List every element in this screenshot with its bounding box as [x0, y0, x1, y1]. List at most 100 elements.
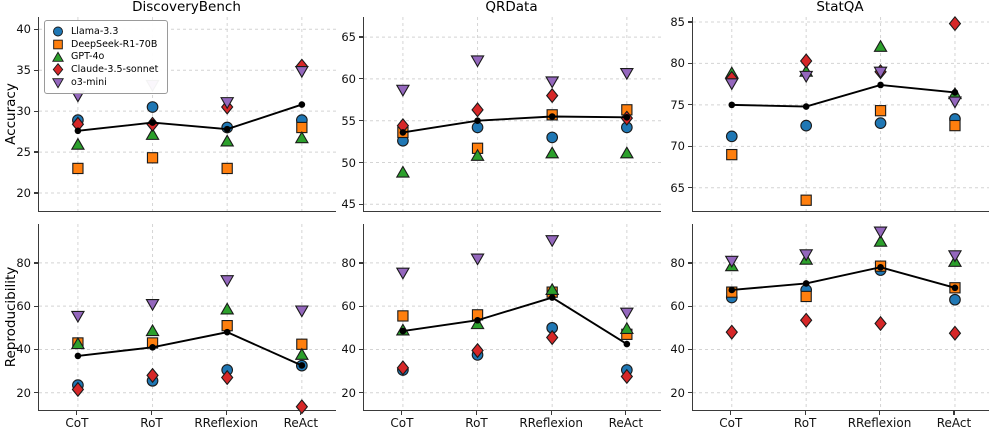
series-deepseek-r1-70b	[397, 104, 633, 154]
y-tick-label: 60	[341, 71, 356, 86]
y-tick-mark	[688, 305, 692, 307]
y-tick-label: 20	[341, 385, 356, 400]
x-tick-label: ReAct	[283, 416, 319, 430]
series-llama-3-3	[72, 359, 308, 391]
legend-label: DeepSeek-R1-70B	[71, 38, 158, 50]
y-tick-label: 55	[341, 113, 356, 128]
x-tick-mark	[76, 411, 78, 415]
y-tick-label: 40	[16, 342, 31, 357]
y-tick-mark	[34, 305, 38, 307]
series-llama-3-3	[397, 121, 633, 147]
series-gpt-4o	[70, 127, 309, 150]
y-tick-mark	[359, 36, 363, 38]
y-tick-mark	[34, 151, 38, 153]
series-o3-mini	[724, 226, 963, 268]
legend-item-deepseek-r1-70b: DeepSeek-R1-70B	[51, 38, 158, 51]
y-tick-label: 80	[670, 255, 685, 270]
gridlines	[693, 17, 989, 211]
y-tick-label: 80	[341, 255, 356, 270]
x-tick-mark	[804, 411, 806, 415]
y-tick-label: 85	[670, 14, 685, 29]
y-tick-label: 20	[670, 385, 685, 400]
y-tick-mark	[34, 69, 38, 71]
legend-label: GPT-4o	[71, 51, 105, 63]
series-deepseek-r1-70b	[726, 105, 961, 206]
plot-title: DiscoveryBench	[132, 0, 241, 15]
y-tick-mark	[688, 104, 692, 106]
mean-line	[399, 113, 631, 136]
series-claude-3-5-sonnet	[725, 312, 962, 341]
x-tick-mark	[225, 411, 227, 415]
series-llama-3-3	[725, 113, 961, 143]
plot-title: QRData	[485, 0, 538, 15]
series-claude-3-5-sonnet	[725, 15, 962, 87]
series-gpt-4o	[395, 146, 634, 178]
y-tick-mark	[359, 203, 363, 205]
y-tick-mark	[359, 78, 363, 80]
plot-title: StatQA	[816, 0, 864, 15]
y-tick-mark	[688, 62, 692, 64]
legend-item-gpt-4o: GPT-4o	[51, 50, 158, 64]
legend-item-o3-mini: o3-mini	[51, 76, 158, 89]
series-gpt-4o	[724, 234, 963, 272]
mean-line	[399, 294, 631, 348]
y-tick-mark	[359, 305, 363, 307]
mean-line	[728, 263, 959, 294]
y-tick-label: 40	[341, 342, 356, 357]
x-tick-mark	[150, 411, 153, 415]
legend-item-llama-3-3: Llama-3.3	[51, 25, 158, 38]
x-tick-mark	[401, 411, 403, 415]
x-tick-label: CoT	[390, 416, 414, 430]
x-tick-label: ReAct	[936, 416, 972, 430]
y-tick-mark	[688, 262, 692, 264]
plot-discoverybench-reproducibility	[38, 224, 336, 415]
x-tick-label: CoT	[65, 416, 89, 430]
y-tick-mark	[34, 348, 38, 351]
y-tick-label: 25	[16, 145, 31, 160]
x-tick-label: RoT	[793, 416, 817, 430]
y-tick-label: 20	[16, 185, 31, 200]
x-tick-label: RReflexion	[194, 416, 258, 430]
series-deepseek-r1-70b	[397, 286, 633, 340]
x-tick-label: RoT	[140, 416, 163, 430]
y-tick-mark	[688, 187, 692, 189]
y-tick-label: 75	[670, 97, 685, 112]
x-tick-mark	[953, 411, 955, 415]
y-tick-mark	[359, 161, 363, 164]
series-llama-3-3	[397, 321, 633, 376]
series-claude-3-5-sonnet	[396, 329, 634, 385]
x-tick-mark	[878, 411, 881, 415]
y-tick-label: 80	[16, 255, 31, 270]
x-tick-label: RReflexion	[847, 416, 912, 430]
x-tick-label: RoT	[465, 416, 488, 430]
y-tick-label: 20	[16, 385, 31, 400]
plot-qrdata-reproducibility	[363, 224, 661, 411]
o3-mini-triangle-down-icon	[52, 78, 64, 89]
y-tick-mark	[359, 120, 363, 122]
y-tick-label: 65	[670, 180, 685, 195]
series-o3-mini	[70, 275, 309, 324]
series-claude-3-5-sonnet	[396, 87, 634, 134]
y-tick-mark	[688, 21, 692, 23]
gpt-4o-triangle-up-icon	[52, 50, 64, 62]
legend-label: o3-mini	[71, 77, 107, 89]
x-tick-mark	[300, 411, 302, 415]
legend-label: Claude-3.5-sonnet	[71, 64, 159, 76]
gridlines	[39, 224, 336, 410]
mean-line	[728, 81, 959, 110]
x-tick-mark	[730, 411, 732, 415]
deepseek-r1-70b-square-icon	[53, 39, 63, 50]
y-tick-mark	[34, 262, 38, 264]
series-deepseek-r1-70b	[72, 320, 308, 350]
y-tick-label: 40	[16, 22, 31, 37]
plot-statqa-reproducibility	[692, 224, 989, 411]
series-o3-mini	[724, 66, 963, 109]
y-tick-label: 50	[341, 155, 356, 170]
gridlines	[364, 17, 661, 211]
series-llama-3-3	[725, 264, 961, 306]
y-tick-mark	[359, 262, 363, 264]
plot-qrdata-accuracy	[363, 17, 661, 212]
mean-line	[74, 101, 306, 135]
plot-statqa-accuracy	[692, 15, 989, 212]
